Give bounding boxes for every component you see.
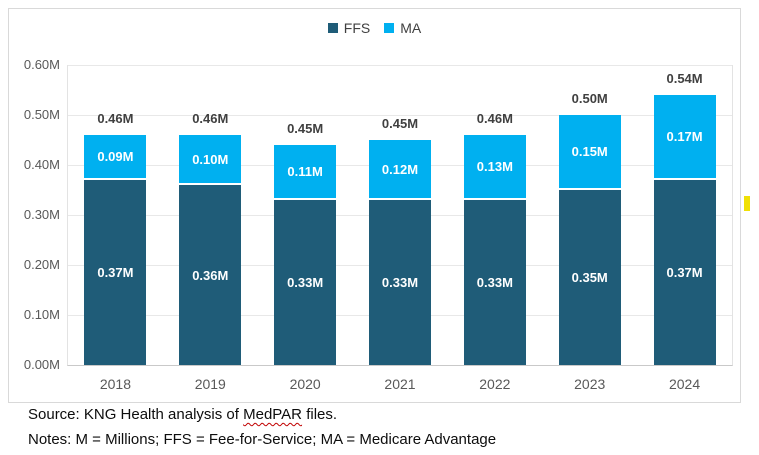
source-text-suffix: files. [302,406,338,423]
source-text-medpar: MedPAR [243,406,303,423]
bar-segment-ma-2018: 0.09M [84,135,147,180]
bar-total-label-2019: 0.46M [192,111,229,126]
bar-total-label-2020: 0.45M [287,121,324,136]
bar-segment-ffs-2018: 0.37M [84,180,147,365]
footer: Source: KNG Health analysis of MedPAR fi… [28,402,496,452]
gridline [68,65,732,66]
y-axis-tick-label: 0.60M [23,57,60,72]
y-axis-tick-label: 0.50M [23,107,60,122]
bar-segment-ma-2020: 0.11M [274,145,337,200]
legend-item-ffs: FFS [327,20,371,36]
bar-segment-ma-2022: 0.13M [463,135,526,200]
notes-text: Notes: M = Millions; FFS = Fee-for-Servi… [28,431,497,448]
bar-segment-ffs-2019: 0.36M [179,185,242,365]
source-text-prefix: Source: KNG Health analysis of [28,406,244,423]
y-axis-tick-label: 0.00M [23,357,60,372]
ffs-legend-swatch-icon [327,23,338,33]
y-axis-tick-label: 0.40M [23,157,60,172]
bar-segment-ma-2024: 0.17M [653,95,716,180]
bar-total-label-2024: 0.54M [666,71,703,86]
y-axis-tick-label: 0.20M [23,257,60,272]
bar-total-label-2023: 0.50M [571,91,608,106]
bar-total-label-2022: 0.46M [476,111,513,126]
bar-segment-ma-2021: 0.12M [369,140,431,200]
bar-total-label-2021: 0.45M [381,116,419,131]
bar-segment-ffs-2022: 0.33M [463,200,526,365]
legend-label-ffs: FFS [343,20,371,36]
chart: FFS MA 0.00M 0.10M 0.20M 0.30M 0.40M 0.50M 0.6… [8,8,741,403]
x-axis-label-2022: 2022 [479,376,511,392]
yellow-marker [744,196,750,211]
x-axis-label-2023: 2023 [574,376,606,392]
bar-segment-ffs-2020: 0.33M [274,200,337,365]
x-axis-label-2020: 2020 [289,376,321,392]
gridline [68,115,732,116]
legend-label-ma: MA [400,20,422,36]
x-axis-label-2018: 2018 [99,376,131,392]
bar-segment-ffs-2021: 0.33M [369,200,431,365]
bar-segment-ffs-2024: 0.37M [653,180,716,365]
x-axis-label-2019: 2019 [194,376,226,392]
x-axis-label-2021: 2021 [384,376,416,392]
legend-item-ma: MA [384,20,421,36]
chart-legend: FFS MA [9,20,740,36]
bar-segment-ffs-2023: 0.35M [558,190,621,365]
bar-segment-ma-2019: 0.10M [179,135,242,185]
bar-total-label-2018: 0.46M [97,111,134,126]
bar-segment-ma-2023: 0.15M [558,115,621,190]
source-text: Source: KNG Health analysis of MedPAR fi… [28,402,496,427]
y-axis-tick-label: 0.10M [23,307,60,322]
y-axis-tick-label: 0.30M [23,207,60,222]
ma-legend-swatch-icon [384,23,395,33]
plot-area: 0.00M 0.10M 0.20M 0.30M 0.40M 0.50M 0.60M 0.37M… [24,57,733,392]
x-axis-label-2024: 2024 [668,376,701,392]
